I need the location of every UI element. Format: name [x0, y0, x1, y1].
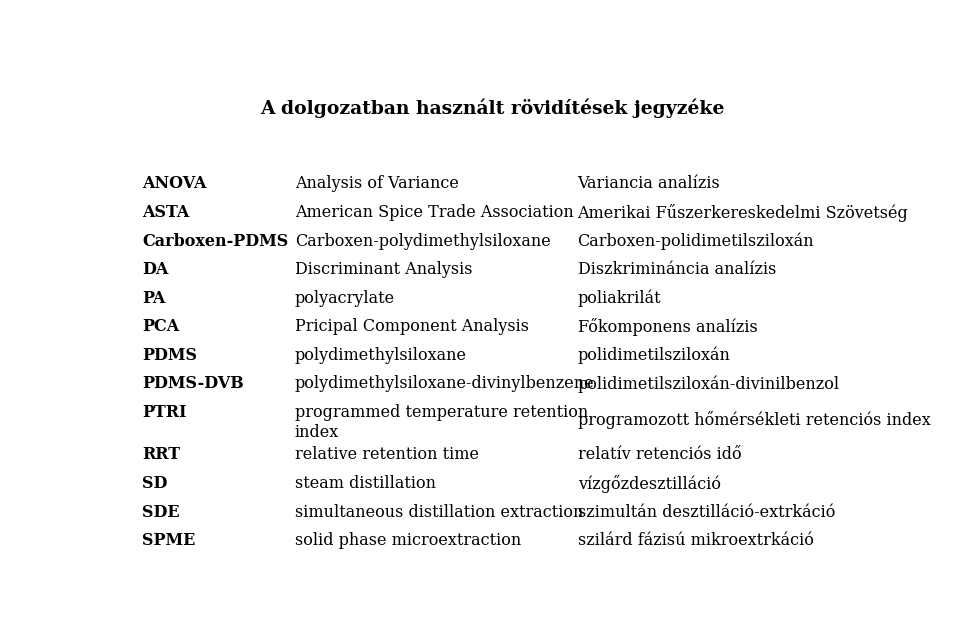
Text: polydimethylsiloxane: polydimethylsiloxane: [295, 347, 467, 364]
Text: steam distillation: steam distillation: [295, 475, 436, 492]
Text: PDMS-DVB: PDMS-DVB: [142, 376, 244, 392]
Text: relative retention time: relative retention time: [295, 447, 479, 463]
Text: Analysis of Variance: Analysis of Variance: [295, 175, 459, 193]
Text: polydimethylsiloxane-divinylbenzene: polydimethylsiloxane-divinylbenzene: [295, 376, 594, 392]
Text: Amerikai Fűszerkereskedelmi Szövetség: Amerikai Fűszerkereskedelmi Szövetség: [578, 204, 908, 222]
Text: SD: SD: [142, 475, 168, 492]
Text: A dolgozatban használt rövidítések jegyzéke: A dolgozatban használt rövidítések jegyz…: [260, 99, 724, 118]
Text: Discriminant Analysis: Discriminant Analysis: [295, 261, 472, 278]
Text: SPME: SPME: [142, 532, 196, 549]
Text: Carboxen-polydimethylsiloxane: Carboxen-polydimethylsiloxane: [295, 232, 551, 250]
Text: Carboxen-PDMS: Carboxen-PDMS: [142, 232, 289, 250]
Text: PCA: PCA: [142, 318, 180, 335]
Text: polidimetilsziloxán-divinilbenzol: polidimetilsziloxán-divinilbenzol: [578, 376, 840, 393]
Text: szilárd fázisú mikroextrkáció: szilárd fázisú mikroextrkáció: [578, 532, 813, 549]
Text: PA: PA: [142, 290, 166, 307]
Text: SDE: SDE: [142, 504, 180, 520]
Text: PDMS: PDMS: [142, 347, 198, 364]
Text: simultaneous distillation extraction: simultaneous distillation extraction: [295, 504, 584, 520]
Text: poliakrilát: poliakrilát: [578, 290, 661, 307]
Text: Főkomponens analízis: Főkomponens analízis: [578, 318, 757, 336]
Text: programozott hőmérsékleti retenciós index: programozott hőmérsékleti retenciós inde…: [578, 411, 930, 429]
Text: Pricipal Component Analysis: Pricipal Component Analysis: [295, 318, 529, 335]
Text: programmed temperature retention
index: programmed temperature retention index: [295, 404, 588, 440]
Text: Carboxen-polidimetilsziloxán: Carboxen-polidimetilsziloxán: [578, 232, 814, 250]
Text: polyacrylate: polyacrylate: [295, 290, 395, 307]
Text: polidimetilsziloxán: polidimetilsziloxán: [578, 347, 731, 364]
Text: Diszkrimináncia analízis: Diszkrimináncia analízis: [578, 261, 776, 278]
Text: American Spice Trade Association: American Spice Trade Association: [295, 204, 573, 221]
Text: DA: DA: [142, 261, 169, 278]
Text: RRT: RRT: [142, 447, 180, 463]
Text: szimultán desztilláció-extrkáció: szimultán desztilláció-extrkáció: [578, 504, 835, 520]
Text: relatív retenciós idő: relatív retenciós idő: [578, 447, 741, 463]
Text: vízgőzdesztilláció: vízgőzdesztilláció: [578, 475, 721, 493]
Text: ANOVA: ANOVA: [142, 175, 206, 193]
Text: PTRI: PTRI: [142, 404, 187, 421]
Text: solid phase microextraction: solid phase microextraction: [295, 532, 521, 549]
Text: Variancia analízis: Variancia analízis: [578, 175, 720, 193]
Text: ASTA: ASTA: [142, 204, 190, 221]
